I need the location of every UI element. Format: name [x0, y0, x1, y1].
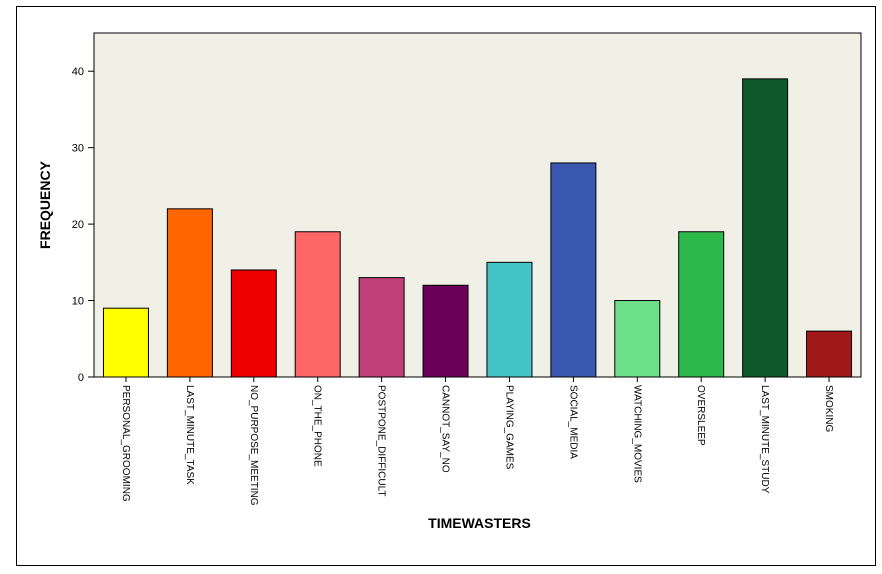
x-tick-label: CANNOT_SAY_NO: [440, 385, 451, 473]
y-tick-label: 10: [72, 296, 84, 308]
bar: [422, 284, 469, 378]
x-axis-title: TIMEWASTERS: [428, 515, 531, 531]
bar: [742, 78, 789, 378]
y-tick-label: 0: [78, 372, 84, 384]
x-tick-label: PERSONAL_GROOMING: [120, 385, 131, 502]
bars-group: [102, 78, 853, 378]
x-tick-label: ON_THE_PHONE: [312, 385, 323, 467]
bar: [806, 330, 853, 378]
bar: [486, 261, 533, 378]
y-tick-label: 20: [72, 219, 84, 231]
y-tick-label: 40: [72, 66, 84, 78]
x-tick-label: LAST_MINUTE_TASK: [184, 385, 195, 485]
plot-area: [93, 32, 862, 378]
y-axis-title: FREQUENCY: [37, 160, 53, 249]
x-tick-label: PLAYING_GAMES: [503, 385, 514, 470]
bar: [294, 231, 341, 378]
bar: [550, 162, 597, 378]
x-tick-label: NO_PURPOSE_MEETING: [248, 385, 259, 506]
bar: [614, 300, 661, 378]
bar: [358, 277, 405, 378]
x-axis: PERSONAL_GROOMING LAST_MINUTE_TASK NO_PURP…: [120, 377, 834, 506]
x-tick-label: SOCIAL_MEDIA: [567, 385, 578, 459]
bar: [166, 208, 213, 378]
y-axis: 0 10 20 30 40: [72, 66, 94, 384]
bar: [678, 231, 725, 378]
y-tick-label: 30: [72, 143, 84, 155]
x-tick-label: WATCHING_MOVIES: [631, 385, 642, 483]
bar: [230, 269, 277, 378]
x-tick-label: LAST_MINUTE_STUDY: [759, 385, 770, 494]
x-tick-label: POSTPONE_DIFFICULT: [376, 385, 387, 497]
x-tick-label: OVERSLEEP: [695, 385, 706, 446]
x-tick-label: SMOKING: [823, 385, 834, 432]
bar: [102, 307, 149, 378]
